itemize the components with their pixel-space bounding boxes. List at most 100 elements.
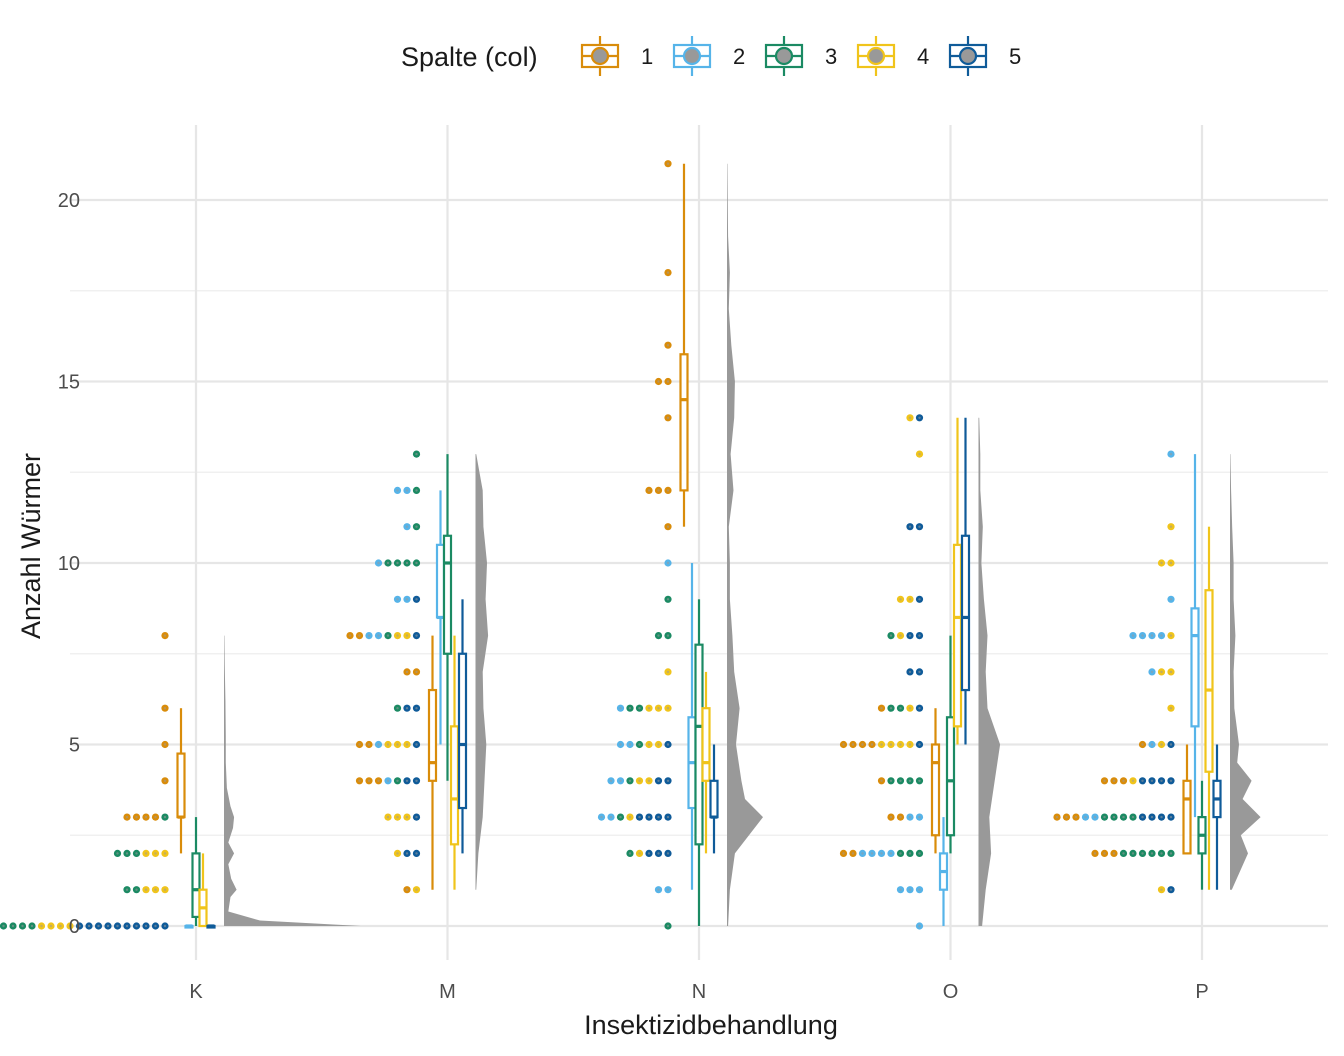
- point-center: [59, 924, 62, 928]
- point-center: [1093, 852, 1097, 855]
- x-tick-label-P: P: [1195, 981, 1208, 1003]
- point-center: [1160, 561, 1163, 565]
- point-center: [78, 924, 81, 928]
- x-axis-title: Insektizidbehandlung: [584, 1010, 838, 1040]
- point-center: [415, 525, 418, 528]
- boxplot-O-col2: [938, 817, 949, 926]
- point-center: [358, 743, 361, 746]
- point-center: [1169, 525, 1173, 528]
- point-center: [638, 707, 641, 710]
- box-body: [457, 652, 468, 810]
- point-center: [638, 852, 641, 855]
- legend: Spalte (col) 1 2 3 4 5: [401, 36, 1021, 76]
- point-center: [899, 852, 902, 855]
- point-center: [918, 452, 921, 456]
- point-center: [1169, 670, 1173, 674]
- point-center: [666, 634, 670, 637]
- point-center: [1131, 852, 1135, 855]
- point-center: [1169, 561, 1173, 565]
- point-center: [1150, 779, 1154, 782]
- point-center: [628, 815, 632, 819]
- point-center: [348, 634, 352, 637]
- point-center: [880, 707, 883, 710]
- point-center: [163, 707, 167, 710]
- point-center: [918, 779, 921, 782]
- boxplot-P-col4: [1204, 526, 1214, 890]
- point-center: [1141, 634, 1144, 637]
- axes: 0 5 10 15 20 K M N O P: [58, 190, 1209, 1003]
- point-center: [918, 416, 921, 419]
- point-center: [1055, 815, 1059, 819]
- point-center: [918, 670, 921, 674]
- point-center: [880, 779, 883, 782]
- point-center: [1131, 634, 1135, 637]
- boxplot-K-col4: [198, 853, 208, 928]
- legend-key-point: [682, 46, 702, 66]
- point-center: [657, 634, 660, 637]
- point-center: [638, 743, 641, 746]
- legend-label-3: 3: [825, 44, 837, 69]
- point-center: [163, 888, 167, 891]
- box-body: [442, 534, 453, 655]
- point-center: [647, 779, 651, 782]
- point-center: [144, 815, 148, 819]
- point-center: [1160, 634, 1163, 637]
- point-center: [144, 888, 148, 891]
- point-center: [405, 489, 409, 492]
- point-center: [889, 779, 893, 782]
- boxplot-M-col5: [457, 599, 468, 854]
- point-center: [396, 779, 399, 782]
- point-center: [163, 779, 167, 782]
- point-center: [135, 924, 138, 928]
- point-center: [116, 924, 119, 928]
- point-center: [1160, 743, 1163, 746]
- boxplot-M-col4: [449, 635, 460, 890]
- data-points: [0, 160, 1175, 930]
- point-center: [377, 779, 380, 782]
- boxplot-M-col3: [442, 454, 453, 781]
- point-center: [396, 815, 399, 819]
- box-body: [1204, 589, 1214, 773]
- point-center: [1084, 815, 1087, 819]
- legend-item-1: 1: [580, 36, 653, 76]
- point-center: [1169, 779, 1173, 782]
- point-center: [377, 743, 380, 746]
- point-center: [415, 888, 418, 891]
- y-tick-label: 0: [69, 916, 80, 938]
- point-center: [405, 743, 409, 746]
- legend-key-point: [958, 46, 978, 66]
- point-center: [415, 598, 418, 601]
- point-center: [396, 561, 399, 565]
- point-center: [918, 525, 921, 528]
- point-center: [1122, 852, 1125, 855]
- point-center: [1065, 815, 1068, 819]
- point-center: [666, 162, 670, 165]
- point-center: [396, 634, 399, 637]
- boxplot-N-col4: [701, 671, 711, 854]
- legend-item-5: 5: [948, 36, 1021, 76]
- point-center: [1169, 815, 1173, 819]
- point-center: [666, 489, 670, 492]
- boxplot-K-col2: [184, 924, 194, 929]
- point-center: [367, 634, 371, 637]
- boxplot-P-col1: [1182, 744, 1192, 855]
- point-center: [666, 598, 670, 601]
- point-center: [628, 707, 632, 710]
- point-center: [657, 852, 660, 855]
- point-center: [600, 815, 603, 819]
- point-center: [396, 852, 399, 855]
- boxplot-P-col5: [1212, 744, 1222, 890]
- point-center: [396, 743, 399, 746]
- point-center: [367, 743, 371, 746]
- point-center: [647, 743, 651, 746]
- point-center: [415, 561, 418, 565]
- y-tick-label: 5: [69, 735, 80, 757]
- point-center: [1169, 888, 1173, 891]
- point-center: [1160, 670, 1163, 674]
- point-center: [405, 670, 409, 674]
- point-center: [908, 779, 912, 782]
- boxplot-K-col3: [191, 817, 201, 926]
- point-center: [144, 924, 148, 928]
- density-P: [1230, 454, 1261, 890]
- point-center: [1103, 779, 1106, 782]
